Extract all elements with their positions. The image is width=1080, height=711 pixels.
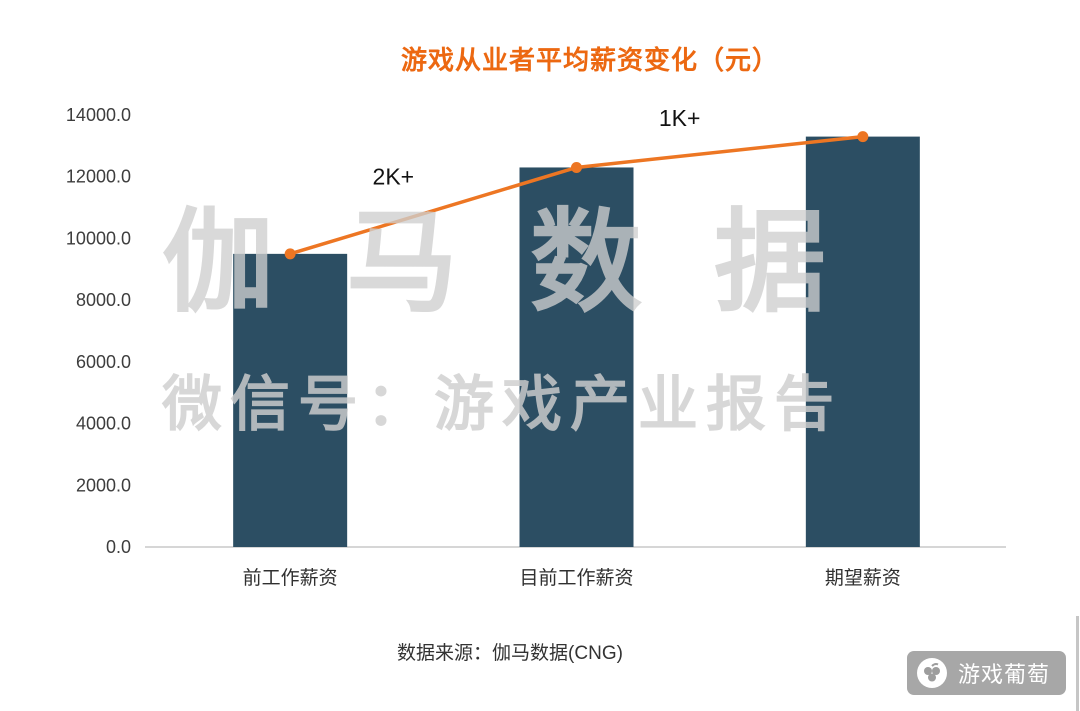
y-axis-tick-label: 0.0	[106, 537, 131, 557]
y-axis-tick-label: 14000.0	[66, 105, 131, 125]
trend-line-marker	[857, 131, 869, 143]
line-annotation: 2K+	[373, 164, 415, 190]
y-axis-tick-label: 12000.0	[66, 167, 131, 187]
trend-line-marker	[284, 248, 296, 260]
brand-logo: 游戏葡萄	[906, 651, 1066, 695]
y-axis-tick-label: 8000.0	[76, 290, 131, 310]
x-axis-category-label: 前工作薪资	[243, 567, 338, 589]
chart-bar	[519, 167, 634, 547]
y-axis-tick-label: 6000.0	[76, 352, 131, 372]
scrollbar[interactable]	[1076, 616, 1079, 711]
x-axis-category-label: 期望薪资	[825, 567, 901, 589]
y-axis-tick-label: 2000.0	[76, 475, 131, 495]
brand-logo-text: 游戏葡萄	[957, 662, 1050, 687]
y-axis-tick-label: 4000.0	[76, 414, 131, 434]
grape-icon	[915, 656, 949, 690]
data-source-text: 数据来源：伽马数据(CNG)	[397, 643, 623, 664]
chart-title: 游戏从业者平均薪资变化（元）	[400, 45, 779, 75]
chart-bar	[805, 136, 920, 547]
x-axis-category-label: 目前工作薪资	[519, 567, 633, 589]
y-axis-tick-label: 10000.0	[66, 228, 131, 248]
line-annotation: 1K+	[659, 105, 701, 131]
trend-line-marker	[571, 161, 582, 173]
chart-bar	[233, 253, 348, 547]
